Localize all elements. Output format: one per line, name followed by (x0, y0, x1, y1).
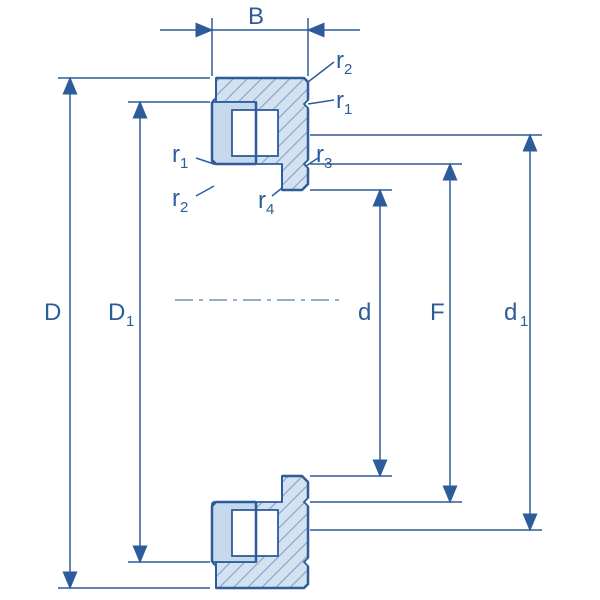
dimension-d1: d 1 (310, 135, 542, 530)
dimension-D1: D 1 (108, 102, 210, 562)
svg-text:r2: r2 (336, 47, 352, 78)
callout-r1-top: r (336, 87, 344, 114)
dimension-F: F (310, 164, 462, 502)
label-d1-sub: 1 (520, 313, 528, 330)
callout-r2-top: r (336, 47, 344, 74)
svg-text:r2: r2 (172, 185, 188, 216)
label-D: D (44, 299, 61, 326)
bearing-section-top (212, 78, 308, 190)
bearing-section-bottom (212, 476, 308, 588)
callout-r1-left: r (172, 141, 180, 168)
bearing-diagram: B D D 1 d F d 1 r2 (0, 0, 600, 600)
label-B: B (248, 3, 264, 30)
label-d: d (358, 299, 371, 326)
callout-r2-left: r (172, 185, 180, 212)
label-d1: d (504, 299, 517, 326)
svg-text:r1: r1 (172, 141, 188, 172)
svg-text:r3: r3 (316, 141, 332, 172)
label-D1-sub: 1 (126, 313, 134, 330)
label-F: F (430, 299, 445, 326)
callout-r3: r (316, 141, 324, 168)
dimension-d: d (310, 190, 392, 476)
callout-r4: r (258, 187, 266, 214)
svg-text:r1: r1 (336, 87, 352, 118)
label-D1: D (108, 299, 125, 326)
svg-text:r4: r4 (258, 187, 274, 218)
